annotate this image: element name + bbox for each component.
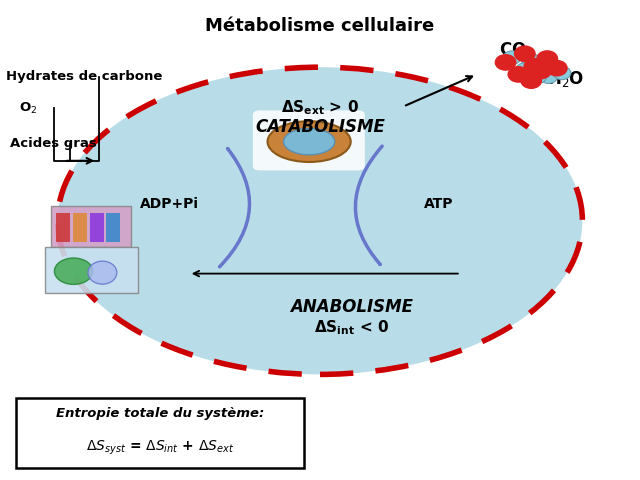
FancyBboxPatch shape [16,398,304,468]
FancyArrowPatch shape [355,146,382,264]
Circle shape [531,63,551,79]
Ellipse shape [88,261,117,284]
Bar [90,213,104,242]
Circle shape [529,70,547,84]
Text: Hydrates de carbone: Hydrates de carbone [6,70,163,84]
FancyArrowPatch shape [220,149,250,267]
FancyBboxPatch shape [51,206,131,247]
Ellipse shape [54,258,93,284]
Ellipse shape [268,121,351,162]
Text: $\mathbf{\Delta S_{int}}$ < 0: $\mathbf{\Delta S_{int}}$ < 0 [314,318,390,336]
Circle shape [540,70,557,84]
Text: ADP+Pi: ADP+Pi [140,197,199,211]
Text: ATP: ATP [424,197,453,211]
Ellipse shape [284,129,335,155]
Text: O$_2$: O$_2$ [19,100,38,116]
FancyBboxPatch shape [253,110,365,170]
Text: $\mathbf{\Delta S_{ext}}$ > 0: $\mathbf{\Delta S_{ext}}$ > 0 [281,99,359,117]
FancyBboxPatch shape [45,247,138,293]
Circle shape [495,55,516,70]
Bar [106,213,120,242]
Circle shape [521,73,541,88]
Text: CATABOLISME: CATABOLISME [255,118,385,136]
Circle shape [515,46,535,61]
Text: CO$_2$: CO$_2$ [499,40,534,60]
Circle shape [503,51,521,64]
Circle shape [537,51,557,66]
Text: ANABOLISME: ANABOLISME [291,298,413,316]
Bar [56,213,70,242]
Text: Métabolisme cellulaire: Métabolisme cellulaire [205,17,435,35]
Circle shape [521,53,539,66]
Circle shape [524,59,545,74]
Ellipse shape [58,67,582,374]
Text: Acides gras: Acides gras [10,137,97,151]
Circle shape [553,66,571,80]
Circle shape [516,63,534,76]
Text: H$_2$O: H$_2$O [547,69,584,89]
Circle shape [547,60,567,76]
Text: Entropie totale du système:: Entropie totale du système: [56,407,264,420]
Circle shape [508,67,529,82]
Bar [73,213,87,242]
Circle shape [543,58,561,72]
Text: $\Delta S_{syst}$ = $\Delta S_{int}$ + $\Delta S_{ext}$: $\Delta S_{syst}$ = $\Delta S_{int}$ + $… [86,439,234,457]
Circle shape [535,57,553,70]
